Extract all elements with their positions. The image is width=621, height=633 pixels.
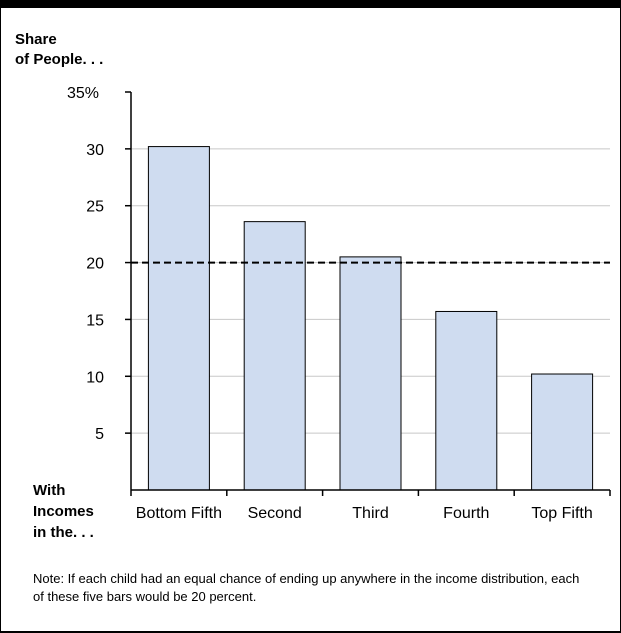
bar-second bbox=[243, 221, 306, 491]
y-tick-label-20: 20 bbox=[86, 256, 104, 273]
x-axis-title-line-2: Incomes bbox=[33, 503, 94, 520]
y-tick-label-30: 30 bbox=[86, 142, 104, 159]
y-axis-title-line-2: of People. . . bbox=[15, 51, 104, 68]
x-tick-label-top-fifth: Top Fifth bbox=[531, 505, 592, 522]
y-tick-label-25: 25 bbox=[86, 199, 104, 216]
bar-bottom-fifth bbox=[147, 146, 210, 491]
x-axis-title-line-1: With bbox=[33, 482, 66, 499]
x-tick-label-bottom-fifth: Bottom Fifth bbox=[136, 505, 222, 522]
y-tick-label-10: 10 bbox=[86, 369, 104, 386]
y-tick-label-15: 15 bbox=[86, 312, 104, 329]
y-axis-title-line-1: Share bbox=[15, 31, 57, 48]
x-axis-title: With Incomes in the. . . bbox=[33, 480, 94, 543]
bar-fourth bbox=[435, 310, 498, 491]
chart-note: Note: If each child had an equal chance … bbox=[33, 571, 580, 604]
x-tick-label-fourth: Fourth bbox=[443, 505, 489, 522]
y-axis-title: Share of People. . . bbox=[15, 30, 103, 70]
x-axis-title-line-3: in the. . . bbox=[33, 524, 94, 541]
bar-third bbox=[339, 256, 402, 491]
y-tick-label-35: 35% bbox=[67, 85, 99, 102]
y-tick-label-5: 5 bbox=[95, 426, 104, 443]
x-tick-label-third: Third bbox=[352, 505, 388, 522]
x-tick-label-second: Second bbox=[248, 505, 302, 522]
bar-top-fifth bbox=[531, 373, 594, 491]
